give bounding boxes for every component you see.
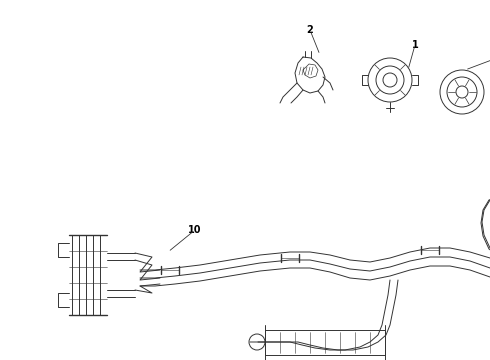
Text: 1: 1 bbox=[412, 40, 418, 50]
Text: 2: 2 bbox=[307, 25, 314, 35]
Text: 10: 10 bbox=[188, 225, 202, 235]
